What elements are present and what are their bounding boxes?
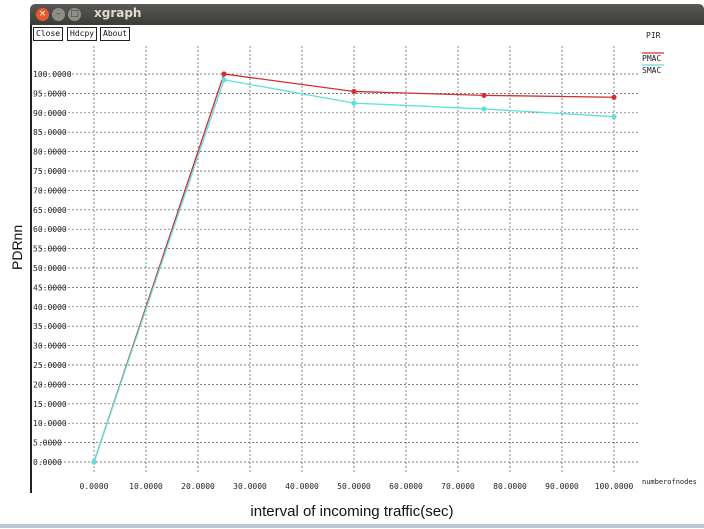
- graph-frame: Close Hdcpy About: [30, 25, 704, 493]
- x-tick-label: 80.0000: [493, 482, 527, 491]
- y-tick-label: 40.0000: [33, 303, 67, 312]
- y-tick-label: 20.0000: [33, 380, 67, 389]
- y-tick-label: 90.0000: [33, 109, 67, 118]
- x-axis-end-label: numberofnodes: [642, 478, 697, 486]
- data-point-pmac: [221, 71, 227, 77]
- y-tick-label: 70.0000: [33, 186, 67, 195]
- chart-title: PIR: [646, 31, 661, 40]
- y-tick-label: 10.0000: [33, 419, 67, 428]
- y-tick-label: 85.0000: [33, 128, 67, 137]
- data-point-smac: [91, 459, 97, 465]
- legend-label-smac: SMAC: [642, 66, 661, 75]
- y-tick-label: 100.0000: [33, 70, 72, 79]
- y-tick-label: 15.0000: [33, 400, 67, 409]
- y-axis-label: PDRnn: [9, 224, 25, 270]
- x-tick-label: 50.0000: [337, 482, 371, 491]
- minimize-window-icon[interactable]: –: [52, 8, 65, 21]
- y-tick-label: 0.0000: [33, 458, 62, 467]
- x-tick-label: 10.0000: [129, 482, 163, 491]
- window-titlebar[interactable]: × – □ xgraph: [30, 4, 704, 25]
- data-point-pmac: [481, 92, 487, 98]
- data-point-pmac: [611, 94, 617, 100]
- maximize-window-icon[interactable]: □: [68, 8, 81, 21]
- data-point-pmac: [351, 88, 357, 95]
- close-window-icon[interactable]: ×: [36, 8, 49, 21]
- about-button[interactable]: About: [100, 27, 131, 41]
- y-tick-label: 50.0000: [33, 264, 67, 273]
- x-axis-label: interval of incoming traffic(sec): [250, 503, 454, 520]
- y-tick-label: 45.0000: [33, 283, 67, 292]
- data-point-smac: [351, 100, 357, 106]
- x-tick-label: 100.0000: [595, 482, 634, 491]
- y-tick-label: 25.0000: [33, 361, 67, 370]
- y-tick-label: 35.0000: [33, 322, 67, 331]
- y-tick-label: 95.0000: [33, 89, 67, 98]
- legend-label-pmac: PMAC: [642, 54, 661, 63]
- data-point-smac: [481, 106, 487, 112]
- x-tick-label: 70.0000: [441, 482, 475, 491]
- x-tick-label: 40.0000: [285, 482, 319, 491]
- x-tick-label: 90.0000: [545, 482, 579, 491]
- data-point-smac: [611, 114, 617, 120]
- data-point-smac: [221, 77, 227, 83]
- x-tick-label: 0.0000: [80, 482, 109, 491]
- hdcpy-button[interactable]: Hdcpy: [67, 27, 98, 41]
- window-title: xgraph: [94, 6, 142, 20]
- y-tick-label: 30.0000: [33, 342, 67, 351]
- y-tick-label: 60.0000: [33, 225, 67, 234]
- y-tick-label: 80.0000: [33, 148, 67, 157]
- x-tick-label: 60.0000: [389, 482, 423, 491]
- y-tick-label: 75.0000: [33, 167, 67, 176]
- y-tick-label: 65.0000: [33, 206, 67, 215]
- x-tick-label: 20.0000: [181, 482, 215, 491]
- bottom-divider: [0, 524, 704, 528]
- y-tick-label: 5.0000: [33, 439, 62, 448]
- close-button[interactable]: Close: [33, 27, 64, 41]
- x-tick-label: 30.0000: [233, 482, 267, 491]
- y-tick-label: 55.0000: [33, 245, 67, 254]
